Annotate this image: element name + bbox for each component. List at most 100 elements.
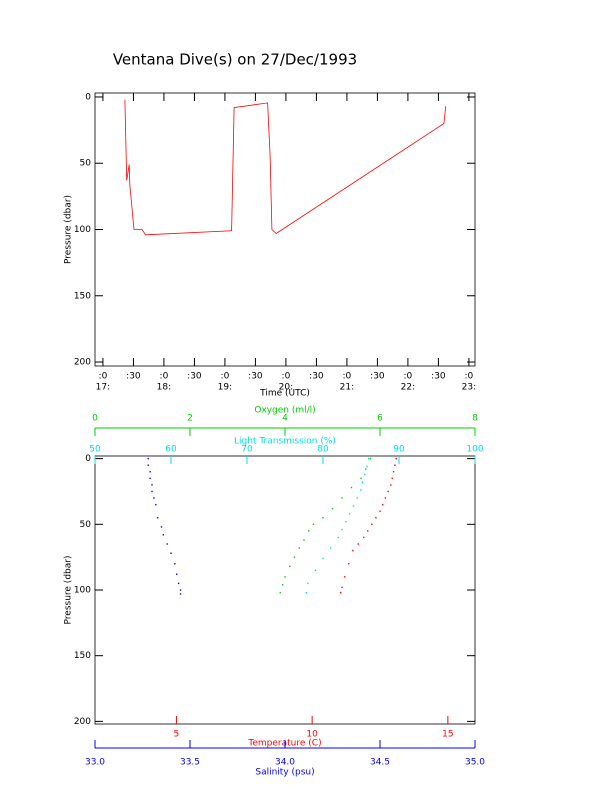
- data-line: [124, 99, 447, 236]
- y-tick-label: 0: [85, 92, 91, 102]
- data-point: [176, 573, 178, 575]
- data-point: [382, 503, 384, 506]
- data-point: [395, 457, 397, 460]
- x-axis-label: Light Transmission (%): [234, 437, 336, 447]
- y-tick-label: 50: [80, 520, 92, 530]
- data-point: [364, 473, 366, 476]
- data-point: [341, 586, 343, 589]
- data-point: [298, 547, 300, 549]
- data-point: [322, 557, 324, 560]
- x-tick-label: 20:: [279, 383, 293, 393]
- x-tick-label: 10: [306, 730, 318, 740]
- x-tick-label: :30: [187, 372, 202, 382]
- x-tick-label: 19:: [218, 383, 232, 393]
- data-point: [352, 505, 355, 507]
- y-tick-label: 150: [74, 291, 91, 301]
- x-axis-label: Oxygen (ml/l): [254, 406, 315, 416]
- data-point: [350, 486, 353, 489]
- data-point: [348, 563, 350, 565]
- data-point: [390, 484, 392, 486]
- data-point: [160, 526, 163, 528]
- data-point: [391, 477, 393, 480]
- y-axis-label: Pressure (dbar): [64, 195, 74, 264]
- y-tick-label: 100: [74, 586, 91, 596]
- x-tick-label: 22:: [401, 383, 415, 393]
- x-tick-label: 50: [89, 445, 101, 455]
- x-tick-label: :30: [309, 372, 324, 382]
- data-point: [153, 497, 155, 499]
- data-point: [322, 517, 324, 519]
- data-point: [337, 536, 339, 539]
- x-tick-label: 60: [165, 445, 177, 455]
- data-point: [384, 497, 387, 499]
- data-point: [341, 528, 343, 531]
- data-point: [307, 582, 309, 585]
- data-point: [293, 556, 296, 558]
- x-tick-label: :30: [431, 372, 446, 382]
- data-point: [177, 582, 180, 585]
- x-tick-label: 2: [187, 414, 193, 424]
- data-point: [379, 510, 381, 512]
- x-tick-label: 100: [466, 445, 483, 455]
- data-point: [281, 584, 284, 586]
- x-tick-label: 4: [282, 414, 288, 424]
- x-tick-label: 80: [317, 445, 329, 455]
- data-point: [366, 465, 368, 468]
- data-point: [147, 464, 149, 466]
- x-tick-label: :30: [370, 372, 385, 382]
- data-point: [155, 503, 157, 506]
- x-tick-label: 33.0: [85, 758, 105, 768]
- data-point: [352, 549, 354, 552]
- data-point: [360, 489, 362, 491]
- x-tick-label: :0: [282, 372, 291, 382]
- data-point: [305, 591, 307, 594]
- x-tick-label: 23:: [462, 383, 476, 393]
- x-tick-label: 6: [377, 414, 383, 424]
- data-point: [303, 539, 305, 541]
- data-point: [331, 507, 334, 510]
- plot-frame: [94, 455, 476, 725]
- data-point: [151, 484, 153, 486]
- data-point: [339, 591, 342, 594]
- x-tick-label: 17:: [96, 383, 110, 393]
- data-point: [356, 497, 358, 499]
- y-tick-label: 50: [80, 159, 92, 169]
- x-tick-label: :0: [160, 372, 169, 382]
- data-point: [329, 547, 332, 549]
- data-point: [149, 471, 151, 473]
- x-tick-label: 70: [241, 445, 253, 455]
- data-point: [344, 576, 346, 578]
- x-tick-label: :0: [465, 372, 474, 382]
- data-point: [312, 523, 315, 526]
- data-point: [279, 591, 281, 594]
- data-point: [367, 457, 370, 460]
- data-point: [166, 543, 168, 545]
- data-point: [363, 536, 365, 539]
- data-point: [179, 593, 182, 595]
- data-point: [371, 523, 373, 526]
- x-axis-label: Time (UTC): [259, 389, 310, 399]
- x-tick-label: 34.5: [370, 758, 390, 768]
- data-point: [308, 530, 310, 532]
- x-tick-label: 34.0: [275, 758, 295, 768]
- data-point: [149, 477, 151, 480]
- x-tick-label: 35.0: [465, 758, 485, 768]
- x-axis-label: Salinity (psu): [255, 768, 314, 778]
- data-point: [147, 457, 149, 460]
- data-point: [348, 513, 351, 515]
- data-point: [179, 589, 182, 591]
- x-tick-label: 8: [472, 414, 478, 424]
- data-point: [341, 497, 343, 499]
- data-point: [314, 569, 317, 571]
- x-tick-label: :0: [404, 372, 413, 382]
- y-tick-label: 150: [74, 651, 91, 661]
- data-point: [151, 490, 153, 493]
- chart-title: Ventana Dive(s) on 27/Dec/1993: [113, 51, 357, 69]
- y-tick-label: 0: [85, 454, 91, 464]
- y-axis-label: Pressure (dbar): [64, 556, 74, 625]
- plot-frame: [94, 92, 476, 367]
- x-tick-label: 0: [92, 414, 98, 424]
- data-point: [361, 481, 364, 483]
- data-point: [157, 517, 159, 519]
